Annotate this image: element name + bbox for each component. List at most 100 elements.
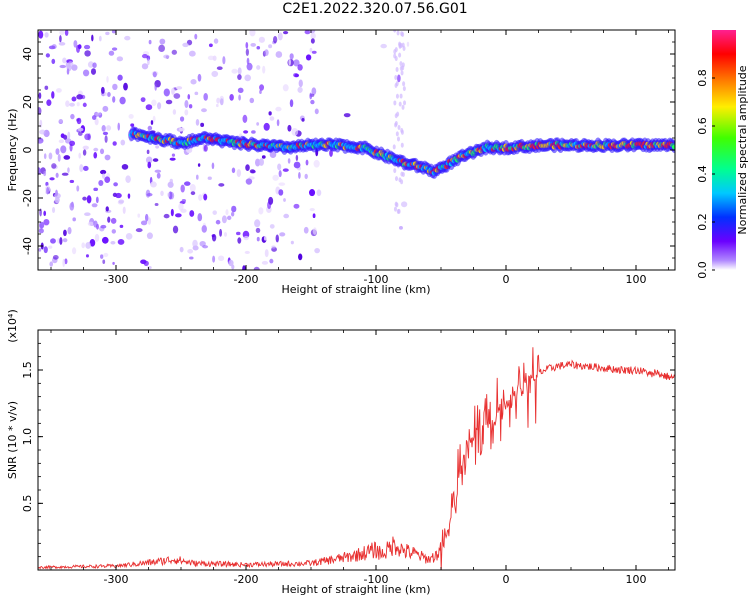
colorbar-tick-label: 0.0 — [696, 261, 709, 279]
heatmap-speckle — [298, 79, 303, 88]
heatmap-speckle — [237, 87, 244, 94]
heatmap-speckle — [83, 165, 89, 172]
heatmap-speckle — [238, 94, 241, 101]
heatmap-speckle — [140, 259, 147, 265]
heatmap-speckle — [283, 213, 290, 219]
heatmap-speckle — [226, 215, 232, 221]
x-tick-label: 100 — [626, 273, 647, 286]
heatmap-speckle — [160, 190, 164, 197]
x-tick-label: 100 — [626, 573, 647, 586]
heatmap-speckle — [79, 164, 84, 173]
heatmap-speckle — [183, 181, 191, 186]
heatmap-speckle — [269, 150, 277, 159]
heatmap-speckle — [111, 229, 116, 234]
heatmap-speckle — [255, 158, 261, 167]
heatmap-speckle — [180, 208, 187, 213]
heatmap-speckle — [152, 71, 157, 78]
snr-y-label: SNR (10 * v/v) — [6, 401, 19, 479]
heatmap-speckle — [157, 102, 162, 110]
heatmap-speckle — [90, 68, 97, 75]
heatmap-speckle — [169, 178, 173, 184]
heatmap-speckle — [69, 143, 73, 152]
heatmap-speckle — [289, 99, 294, 108]
heatmap-speckle — [137, 213, 141, 218]
heatmap-speckle — [38, 167, 42, 175]
heatmap-speckle — [278, 189, 284, 196]
heatmap-speckle — [104, 176, 111, 183]
heatmap-speckle — [38, 140, 44, 144]
heatmap-speckle — [104, 135, 108, 143]
x-tick-label: 0 — [503, 273, 510, 286]
heatmap-speckle — [195, 174, 199, 180]
heatmap-speckle — [311, 87, 317, 95]
heatmap-speckle — [163, 54, 170, 59]
heatmap-speckle — [150, 181, 157, 188]
snr-y-ticks: 0.5 1.0 1.5 — [21, 342, 675, 558]
heatmap-speckle — [290, 240, 294, 245]
heatmap-speckle — [212, 210, 217, 215]
heatmap-speckle — [154, 169, 162, 173]
heatmap-speckle — [216, 66, 223, 70]
heatmap-speckle — [309, 47, 313, 53]
heatmap-speckle — [304, 173, 308, 180]
heatmap-speckle — [394, 47, 398, 53]
heatmap-speckle — [189, 256, 194, 260]
heatmap-speckle — [147, 161, 152, 169]
heatmap-speckle — [63, 229, 67, 237]
heatmap-speckle — [245, 48, 249, 56]
heatmap-speckle — [150, 120, 154, 125]
heatmap-speckle — [100, 86, 105, 94]
heatmap-speckle — [261, 260, 269, 265]
heatmap-speckle — [117, 74, 123, 81]
heatmap-speckle — [78, 131, 83, 136]
heatmap-speckle — [222, 56, 226, 65]
heatmap-speckle — [211, 70, 219, 78]
heatmap-speckle — [256, 236, 260, 242]
heatmap-speckle — [146, 149, 150, 155]
heatmap-speckle — [279, 232, 286, 237]
heatmap-speckle — [396, 30, 400, 36]
heatmap-speckle — [395, 202, 399, 208]
heatmap-speckle — [245, 41, 249, 49]
heatmap-speckle — [283, 198, 286, 202]
x-tick-label: -200 — [234, 273, 259, 286]
heatmap-speckle — [258, 207, 264, 215]
spectrogram-x-label: Height of straight line (km) — [281, 283, 430, 296]
heatmap-speckle — [55, 172, 59, 178]
heatmap-speckle — [282, 168, 289, 172]
heatmap-speckle — [76, 94, 84, 100]
heatmap-speckle — [287, 124, 292, 132]
heatmap-speckle — [393, 168, 397, 174]
heatmap-speckle — [245, 178, 253, 185]
heatmap-speckle — [230, 211, 235, 217]
colorbar-ticks: 0.0 0.2 0.4 0.6 0.8 — [696, 69, 715, 279]
heatmap-speckle — [197, 73, 202, 82]
heatmap-speckle — [82, 69, 90, 77]
heatmap-speckle — [93, 147, 99, 152]
heatmap-speckle — [147, 58, 150, 66]
heatmap-speckle — [127, 193, 131, 199]
heatmap-speckle — [71, 96, 77, 102]
y-tick-label: -20 — [21, 189, 34, 207]
spectrogram-y-label: Frequency (Hz) — [6, 109, 19, 192]
heatmap-speckle — [38, 228, 44, 234]
heatmap-speckle — [91, 115, 97, 120]
heatmap-speckle — [60, 133, 65, 139]
heatmap-speckle — [50, 238, 56, 244]
heatmap-speckle — [343, 113, 351, 118]
heatmap-speckle — [102, 131, 109, 136]
heatmap-speckle — [43, 210, 47, 217]
heatmap-speckle — [213, 38, 219, 44]
heatmap-speckle — [46, 186, 50, 195]
heatmap-speckle — [98, 35, 102, 42]
colorbar-tick-label: 0.2 — [696, 213, 709, 231]
heatmap-speckle — [259, 84, 265, 91]
heatmap-speckle — [246, 62, 253, 71]
heatmap-speckle — [314, 108, 319, 115]
signal-core — [671, 144, 675, 150]
heatmap-speckle — [147, 265, 152, 270]
heatmap-speckle — [394, 176, 398, 182]
heatmap-speckle — [98, 179, 104, 186]
heatmap-speckle — [264, 49, 269, 57]
heatmap-speckle — [49, 261, 54, 267]
